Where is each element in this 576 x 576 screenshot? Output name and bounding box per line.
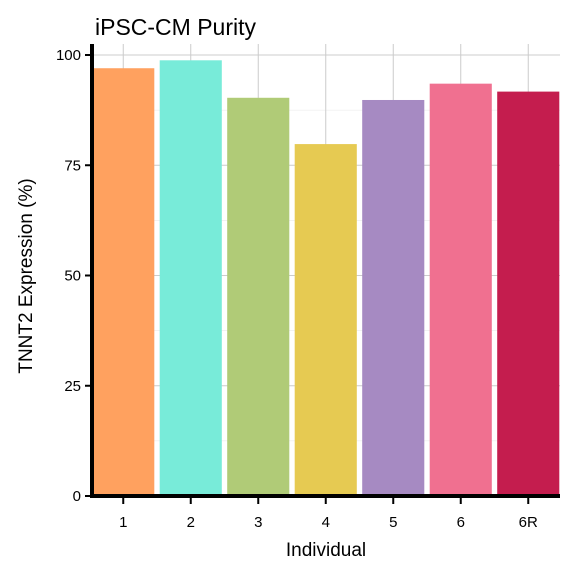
bar-2	[159, 60, 222, 497]
y-axis-label: TNNT2 Expression (%)	[16, 178, 37, 373]
axes	[90, 44, 560, 498]
x-tick-label: 5	[389, 514, 397, 531]
y-tick-label: 100	[56, 47, 81, 64]
y-ticks: 0 25 50 75 100	[56, 47, 90, 505]
chart-title: iPSC-CM Purity	[95, 14, 257, 40]
x-tick-label: 6R	[519, 514, 538, 531]
y-tick-label: 25	[64, 378, 81, 395]
x-ticks: 1 2 3 4 5 6 6R	[119, 498, 538, 531]
bar-6	[429, 83, 492, 496]
bar-3	[227, 97, 290, 496]
bar-5	[362, 99, 425, 497]
bars	[92, 60, 560, 497]
y-tick-label: 50	[64, 268, 81, 285]
bar-1	[92, 68, 155, 496]
x-tick-label: 3	[254, 514, 262, 531]
y-tick-label: 75	[64, 157, 81, 174]
bar-4	[294, 144, 357, 496]
y-tick-label: 0	[73, 488, 81, 505]
x-tick-label: 6	[457, 514, 465, 531]
bar-6R	[497, 91, 560, 496]
x-tick-label: 2	[187, 514, 195, 531]
x-axis-label: Individual	[286, 540, 366, 561]
x-tick-label: 1	[119, 514, 127, 531]
x-tick-label: 4	[322, 514, 330, 531]
